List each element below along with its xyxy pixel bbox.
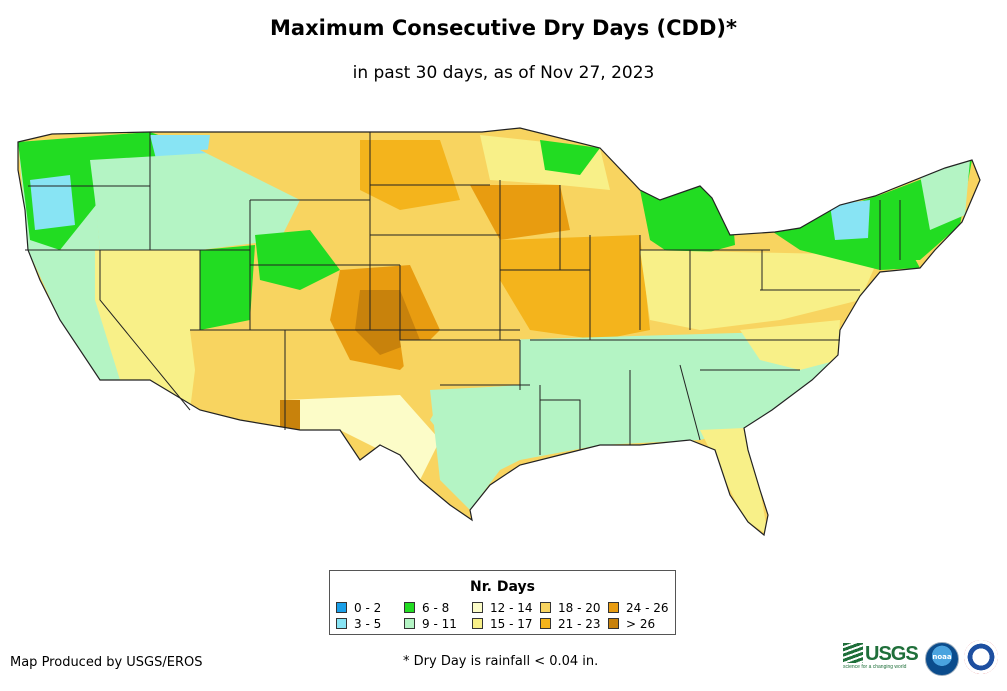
region-maine-lightgreen: [920, 160, 970, 230]
legend: Nr. Days 0 - 2 3 - 5 6 - 8 9 - 11 12 - 1…: [329, 570, 676, 635]
legend-item: > 26: [608, 617, 674, 631]
legend-label: 3 - 5: [354, 617, 382, 631]
usgs-logo: USGS science for a changing world: [843, 643, 919, 670]
region-texas-east: [430, 385, 540, 510]
legend-label: 21 - 23: [558, 617, 601, 631]
legend-item: 15 - 17: [472, 617, 538, 631]
region-michigan-green: [640, 185, 735, 260]
region-nw-lightgreen: [90, 150, 300, 260]
legend-item: 12 - 14: [472, 601, 538, 615]
legend-label: 18 - 20: [558, 601, 601, 615]
noaa-logo: noaa: [925, 642, 959, 676]
region-nm-patch: [280, 400, 300, 430]
footnote-text: * Dry Day is rainfall < 0.04 in.: [403, 654, 599, 669]
region-iowa-illinois: [500, 235, 650, 340]
usgs-lines-icon: [843, 643, 863, 663]
legend-swatch: [336, 618, 347, 629]
region-kansas-brown: [355, 290, 420, 355]
legend-swatch: [472, 602, 483, 613]
legend-item: 9 - 11: [404, 617, 470, 631]
legend-swatch: [608, 602, 619, 613]
legend-item: 18 - 20: [540, 601, 606, 615]
region-wa-blue: [30, 175, 75, 230]
legend-item: 21 - 23: [540, 617, 606, 631]
legend-item: 6 - 8: [404, 601, 470, 615]
usgs-logo-text: USGS: [865, 643, 919, 665]
cdd-map: [17, 127, 981, 537]
legend-title: Nr. Days: [470, 579, 535, 595]
state-boundaries: [17, 127, 981, 537]
legend-label: 12 - 14: [490, 601, 533, 615]
region-mn-green: [540, 140, 600, 175]
usgs-tagline: science for a changing world: [843, 664, 907, 670]
legend-label: 0 - 2: [354, 601, 382, 615]
credit-text: Map Produced by USGS/EROS: [10, 655, 203, 670]
legend-swatch: [540, 602, 551, 613]
legend-label: 6 - 8: [422, 601, 450, 615]
region-great-basin: [95, 250, 200, 410]
legend-label: 24 - 26: [626, 601, 669, 615]
noaa-logo-text: noaa: [932, 653, 952, 661]
legend-swatch: [404, 618, 415, 629]
region-utah-green: [200, 245, 255, 330]
legend-label: > 26: [626, 617, 656, 631]
region-ny-blue: [830, 200, 870, 240]
region-va-nc-yellow: [740, 320, 840, 370]
region-colorado-green: [255, 230, 340, 290]
map-title: Maximum Consecutive Dry Days (CDD)*: [270, 16, 737, 40]
map-subtitle: in past 30 days, as of Nov 27, 2023: [352, 63, 655, 83]
legend-swatch: [472, 618, 483, 629]
map-fill: [18, 128, 980, 535]
region-nd-dark: [360, 140, 460, 210]
nws-logo: [964, 640, 998, 674]
legend-label: 15 - 17: [490, 617, 533, 631]
legend-item: 0 - 2: [336, 601, 402, 615]
legend-label: 9 - 11: [422, 617, 457, 631]
legend-item: 24 - 26: [608, 601, 674, 615]
region-oklahoma: [400, 340, 520, 390]
legend-swatch: [540, 618, 551, 629]
legend-swatch: [608, 618, 619, 629]
region-sd-orange: [470, 185, 570, 240]
region-arizona: [190, 330, 285, 425]
legend-swatch: [336, 602, 347, 613]
legend-swatch: [404, 602, 415, 613]
legend-item: 3 - 5: [336, 617, 402, 631]
